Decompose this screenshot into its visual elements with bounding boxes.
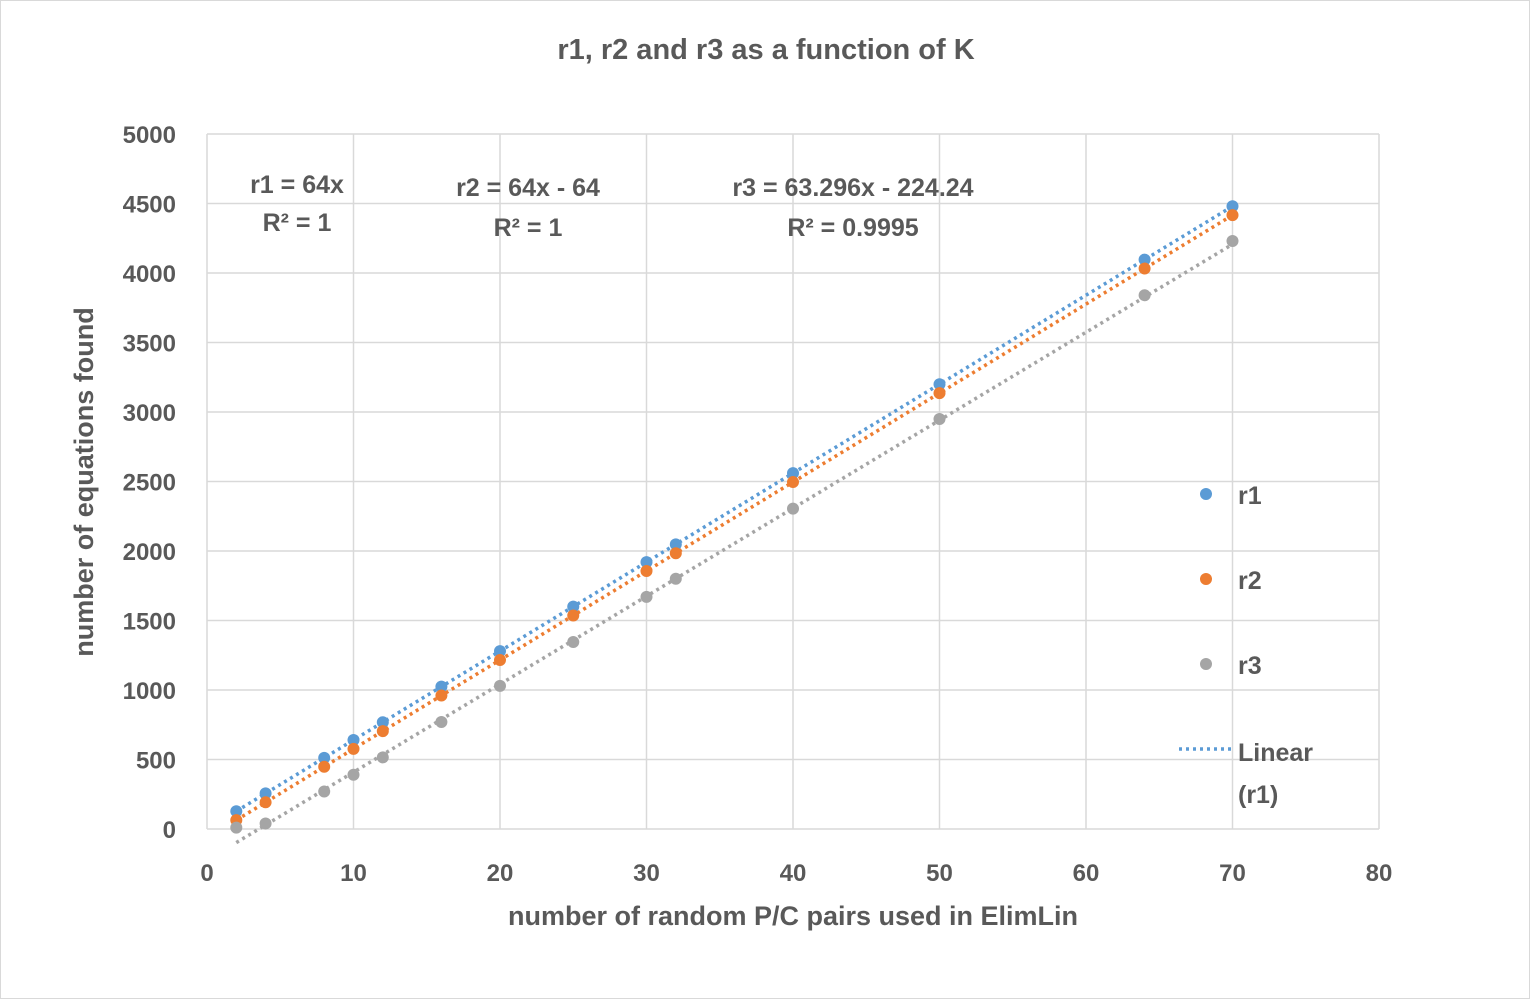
- trendline-r1: [235, 204, 1234, 813]
- point-r1-11: [933, 378, 946, 391]
- legend: r1 r2 r3 Linear (r1): [1179, 482, 1313, 809]
- point-r3-1: [259, 817, 272, 830]
- point-r2-12: [1138, 262, 1151, 275]
- point-r1-12: [1138, 253, 1151, 266]
- y-tick-label-5: 2500: [123, 470, 176, 497]
- y-tick-label-0: 0: [163, 817, 176, 844]
- y-axis-label: number of equations found: [69, 307, 99, 656]
- equation-r2-r2value: R² = 1: [494, 214, 563, 242]
- point-r2-2: [318, 760, 331, 773]
- x-tick-label-5: 50: [926, 860, 953, 887]
- point-r1-5: [435, 680, 448, 693]
- point-r1-3: [347, 734, 360, 747]
- point-r1-4: [376, 716, 389, 729]
- legend-trendline-label-line2: (r1): [1238, 781, 1278, 809]
- x-tick-label-6: 60: [1073, 860, 1100, 887]
- point-r2-10: [787, 476, 799, 489]
- equation-r1-r2value: R² = 1: [263, 209, 332, 237]
- point-r2-6: [494, 653, 506, 666]
- equation-r3-r2value: R² = 0.9995: [787, 214, 918, 242]
- point-r2-9: [669, 547, 682, 560]
- point-r2-8: [640, 565, 653, 578]
- point-r1-2: [318, 751, 331, 764]
- point-r3-0: [230, 821, 243, 834]
- x-axis-label: number of random P/C pairs used in ElimL…: [508, 901, 1078, 931]
- y-tick-label-10: 5000: [123, 122, 176, 149]
- x-tick-label-2: 20: [487, 860, 514, 887]
- y-tick-label-9: 4500: [123, 192, 176, 219]
- point-r3-6: [494, 679, 506, 692]
- legend-r3-label: r3: [1238, 652, 1262, 680]
- point-r2-4: [376, 725, 389, 738]
- chart-title: r1, r2 and r3 as a function of K: [557, 34, 974, 66]
- equation-r1-formula: r1 = 64x: [250, 171, 344, 199]
- point-r3-3: [347, 768, 360, 781]
- trendlines: [235, 204, 1234, 845]
- legend-trendline-label-line1: Linear: [1238, 739, 1313, 767]
- y-tick-label-2: 1000: [123, 678, 176, 705]
- x-axis-ticks: 0 10 20 30 40 50 60 70 80: [200, 860, 1392, 887]
- equation-r2: r2 = 64x - 64 R² = 1: [456, 174, 600, 242]
- equation-r2-formula: r2 = 64x - 64: [456, 174, 600, 202]
- y-axis-ticks: 0 500 1000 1500 2000 2500 3000 3500 4000 4500 5000: [123, 122, 176, 844]
- equation-r3-formula: r3 = 63.296x - 224.24: [732, 174, 973, 202]
- point-r3-8: [640, 590, 653, 603]
- point-r3-10: [787, 502, 799, 515]
- grid-lines: [206, 133, 1380, 830]
- point-r3-4: [376, 751, 389, 764]
- point-r3-12: [1138, 289, 1151, 302]
- point-r1-9: [669, 538, 682, 551]
- y-tick-label-6: 3000: [123, 400, 176, 427]
- point-r2-11: [933, 387, 946, 400]
- point-r3-5: [435, 715, 448, 728]
- equation-r1: r1 = 64x R² = 1: [250, 171, 344, 237]
- legend-r1-label: r1: [1238, 482, 1262, 510]
- y-tick-label-4: 2000: [123, 539, 176, 566]
- point-r2-7: [567, 609, 580, 622]
- equation-r3: r3 = 63.296x - 224.24 R² = 0.9995: [732, 174, 973, 242]
- point-r2-5: [435, 689, 448, 702]
- point-r1-1: [259, 787, 272, 800]
- data-points: [230, 200, 1239, 834]
- point-r1-13: [1226, 200, 1239, 213]
- point-r1-10: [787, 467, 799, 480]
- y-tick-label-1: 500: [136, 748, 176, 775]
- point-r2-3: [347, 742, 360, 755]
- legend-r2-label: r2: [1238, 567, 1262, 595]
- point-r1-8: [640, 556, 653, 569]
- trendline-r3: [235, 242, 1234, 845]
- legend-r1-marker: [1200, 488, 1212, 500]
- trendline-r2: [235, 213, 1234, 822]
- legend-r3-marker: [1200, 658, 1212, 670]
- y-tick-label-7: 3500: [123, 331, 176, 358]
- point-r3-2: [318, 785, 331, 798]
- point-r1-7: [567, 600, 580, 613]
- y-tick-label-8: 4000: [123, 261, 176, 288]
- point-r3-11: [933, 412, 946, 425]
- x-tick-label-1: 10: [340, 860, 367, 887]
- x-tick-label-4: 40: [780, 860, 807, 887]
- point-r3-9: [669, 572, 682, 585]
- y-tick-label-3: 1500: [123, 609, 176, 636]
- x-tick-label-8: 80: [1366, 860, 1393, 887]
- point-r1-0: [230, 805, 243, 818]
- x-tick-label-0: 0: [200, 860, 213, 887]
- point-r2-1: [259, 796, 272, 809]
- x-tick-label-3: 30: [633, 860, 660, 887]
- x-tick-label-7: 70: [1219, 860, 1246, 887]
- point-r2-13: [1226, 209, 1239, 222]
- point-r3-13: [1226, 235, 1239, 248]
- legend-r2-marker: [1200, 573, 1212, 585]
- point-r1-6: [494, 645, 506, 658]
- point-r3-7: [567, 636, 580, 649]
